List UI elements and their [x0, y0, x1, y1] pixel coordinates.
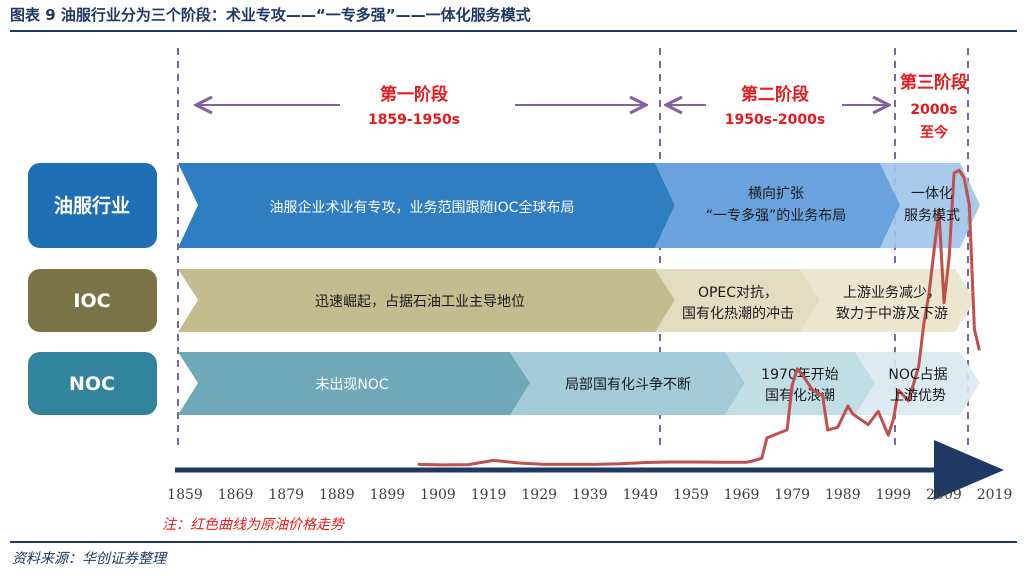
oil-price-curve: [417, 168, 981, 467]
chevron-noc-stage2: [510, 352, 745, 415]
x-tick-label: 1919: [471, 487, 507, 503]
title-rule: [10, 30, 1017, 32]
os-stage3-text-line1: 一体化: [911, 186, 953, 202]
x-tick-label: 1959: [673, 487, 709, 503]
chevron-os-stage3: [880, 163, 980, 248]
stage2-period: 1950s-2000s: [725, 112, 825, 128]
x-tick-label: 1859: [167, 487, 203, 503]
x-tick-label: 1929: [521, 487, 557, 503]
noc-stage2-text: 局部国有化斗争不断: [565, 377, 691, 393]
stage3-period-line2: 至今: [920, 124, 948, 141]
os-stage2-text-line2: “一专多强”的业务布局: [706, 207, 847, 224]
svg-text:NOC: NOC: [69, 373, 115, 395]
ioc-stage2-text-line1: OPEC对抗，: [698, 285, 778, 301]
x-tick-label: 2009: [926, 487, 962, 503]
os-stage2-text-line1: 横向扩张: [748, 186, 804, 202]
stage2-name: 第二阶段: [741, 84, 809, 105]
x-tick-label: 1889: [319, 487, 355, 503]
x-tick-label: 2019: [977, 487, 1013, 503]
os-stage3-text-line2: 服务模式: [904, 208, 960, 224]
noc-stage4-text-line2: 上游优势: [890, 388, 946, 404]
svg-text:油服行业: 油服行业: [54, 194, 130, 217]
x-tick-label: 1899: [370, 487, 406, 503]
x-tick-labels: 1859 1869 1879 1889 1899 1909 1919 1929 1939 1949…: [167, 487, 1012, 503]
chevron-noc-stage1: [178, 352, 530, 415]
x-tick-label: 1979: [774, 487, 810, 503]
noc-stage3-text-line1: 1970年开始: [761, 367, 839, 383]
stage3-period-line1: 2000s: [910, 102, 957, 118]
os-stage1-text: 油服企业术业有专攻，业务范围跟随IOC全球布局: [270, 199, 575, 216]
ioc-stage2-text-line2: 国有化热潮的冲击: [682, 306, 794, 322]
x-tick-label: 1909: [420, 487, 456, 503]
row-label-noc: NOC: [28, 352, 157, 415]
chevron-os-stage1: [178, 163, 675, 248]
row-label-oilfield-services: 油服行业: [28, 163, 157, 248]
footer-rule: [10, 541, 1017, 543]
stage1-name: 第一阶段: [380, 84, 448, 105]
x-tick-label: 1989: [825, 487, 861, 503]
footnote: 注：红色曲线为原油价格走势: [162, 517, 346, 533]
chevron-ioc-stage2: [655, 269, 820, 332]
ioc-stage1-text: 迅速崛起，占据石油工业主导地位: [315, 294, 525, 310]
x-tick-label: 1949: [623, 487, 659, 503]
source-note: 资料来源：华创证券整理: [12, 551, 166, 567]
x-tick-label: 1939: [572, 487, 608, 503]
chevron-noc-stage3: [725, 352, 875, 415]
x-tick-label: 1869: [218, 487, 254, 503]
row-label-ioc: IOC: [28, 269, 157, 332]
x-tick-label: 1879: [268, 487, 304, 503]
chevron-ioc-stage1: [178, 269, 675, 332]
stage1-period: 1859-1950s: [368, 112, 460, 128]
figure-title: 图表 9 油服行业分为三个阶段：术业专攻——“一专多强”——一体化服务模式: [10, 6, 531, 24]
x-tick-label: 1999: [876, 487, 912, 503]
stage3-name: 第三阶段: [900, 72, 968, 93]
svg-text:IOC: IOC: [73, 290, 110, 312]
x-tick-label: 1969: [724, 487, 760, 503]
ioc-stage3-text-line2: 致力于中游及下游: [836, 306, 948, 322]
noc-stage4-text-line1: NOC占据: [888, 367, 947, 383]
chevron-noc-stage4: [855, 352, 980, 415]
chevron-os-stage2: [655, 163, 900, 248]
ioc-stage3-text-line1: 上游业务减少，: [843, 285, 941, 301]
noc-stage1-text: 未出现NOC: [315, 377, 388, 393]
